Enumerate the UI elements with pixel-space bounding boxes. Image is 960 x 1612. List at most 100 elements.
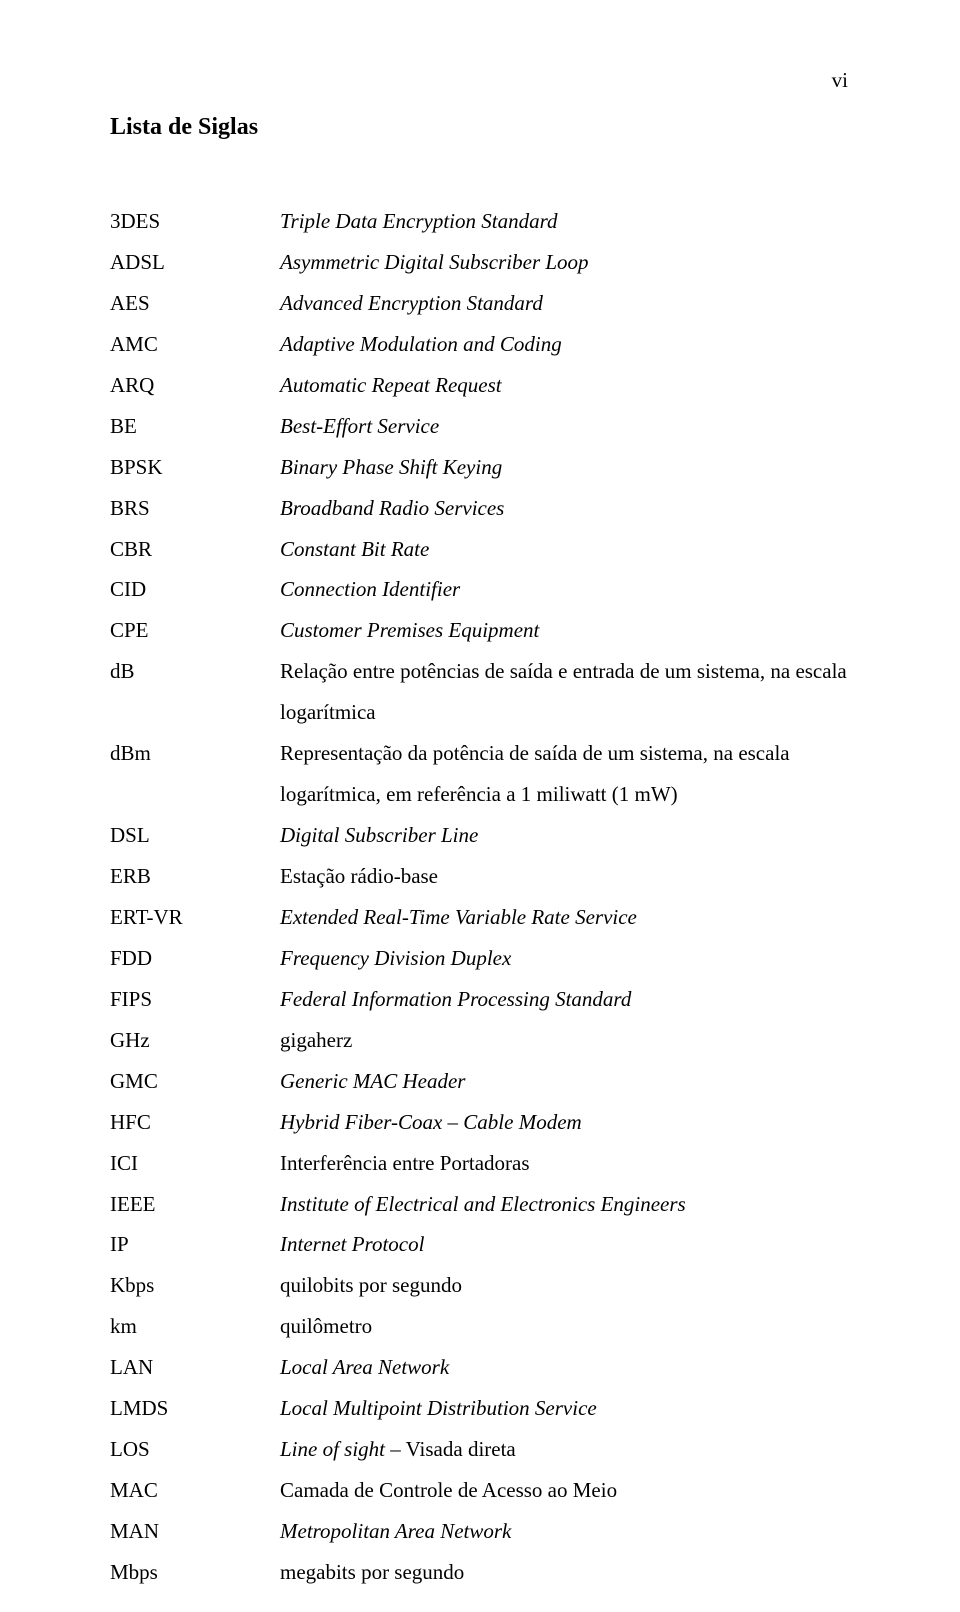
abbrev-term: MAN [110, 1511, 280, 1552]
abbrev-term: GMC [110, 1061, 280, 1102]
abbrev-entry: LOSLine of sight – Visada direta [110, 1429, 850, 1470]
abbrev-definition: Hybrid Fiber-Coax – Cable Modem [280, 1102, 850, 1143]
abbrev-term: IP [110, 1224, 280, 1265]
abbrev-term: CPE [110, 610, 280, 651]
abbrev-definition: Representação da potência de saída de um… [280, 733, 850, 774]
abbrev-term: Kbps [110, 1265, 280, 1306]
abbrev-entry: GMCGeneric MAC Header [110, 1061, 850, 1102]
abbrev-entry: IPInternet Protocol [110, 1224, 850, 1265]
abbrev-entry: Mbpsmegabits por segundo [110, 1552, 850, 1593]
abbrev-term: DSL [110, 815, 280, 856]
abbrev-entry: MACCamada de Controle de Acesso ao Meio [110, 1470, 850, 1511]
abbrev-entry: dBmRepresentação da potência de saída de… [110, 733, 850, 774]
abbrev-definition: Advanced Encryption Standard [280, 283, 850, 324]
abbrev-definition: Camada de Controle de Acesso ao Meio [280, 1470, 850, 1511]
abbrev-entry: ADSLAsymmetric Digital Subscriber Loop [110, 242, 850, 283]
page-number: vi [832, 68, 848, 93]
abbrev-term: CBR [110, 529, 280, 570]
abbrev-definition: Local Area Network [280, 1347, 850, 1388]
abbrev-entry: MANMetropolitan Area Network [110, 1511, 850, 1552]
abbrev-term: CID [110, 569, 280, 610]
abbrev-definition: gigaherz [280, 1020, 850, 1061]
abbrev-term: ERB [110, 856, 280, 897]
abbrev-definition: Federal Information Processing Standard [280, 979, 850, 1020]
abbrev-entry: DSLDigital Subscriber Line [110, 815, 850, 856]
abbrev-term: GHz [110, 1020, 280, 1061]
abbrev-term: ARQ [110, 365, 280, 406]
abbrev-entry: LANLocal Area Network [110, 1347, 850, 1388]
abbrev-entry: LMDSLocal Multipoint Distribution Servic… [110, 1388, 850, 1429]
abbrev-entry: kmquilômetro [110, 1306, 850, 1347]
abbrev-definition: quilômetro [280, 1306, 850, 1347]
abbrev-term: km [110, 1306, 280, 1347]
abbrev-term: ICI [110, 1143, 280, 1184]
abbrev-definition: Digital Subscriber Line [280, 815, 850, 856]
abbrev-term: 3DES [110, 201, 280, 242]
abbrev-definition: Customer Premises Equipment [280, 610, 850, 651]
abbrev-term: dBm [110, 733, 280, 774]
abbrev-entry: Kbpsquilobits por segundo [110, 1265, 850, 1306]
abbrev-definition: Estação rádio-base [280, 856, 850, 897]
abbrev-term: dB [110, 651, 280, 692]
abbrev-definition: Interferência entre Portadoras [280, 1143, 850, 1184]
abbrev-entry: BPSKBinary Phase Shift Keying [110, 447, 850, 488]
abbrev-definition-cont: logarítmica, em referência a 1 miliwatt … [280, 774, 850, 815]
abbrev-term: IEEE [110, 1184, 280, 1225]
abbrev-term: AES [110, 283, 280, 324]
abbrev-entry: dBRelação entre potências de saída e ent… [110, 651, 850, 692]
abbrev-entry: HFCHybrid Fiber-Coax – Cable Modem [110, 1102, 850, 1143]
abbrev-term: FIPS [110, 979, 280, 1020]
abbrev-entry: ARQAutomatic Repeat Request [110, 365, 850, 406]
page-title: Lista de Siglas [110, 114, 850, 141]
abbrev-definition: Automatic Repeat Request [280, 365, 850, 406]
abbrev-definition: Generic MAC Header [280, 1061, 850, 1102]
abbrev-entry: CPECustomer Premises Equipment [110, 610, 850, 651]
abbrev-term: LMDS [110, 1388, 280, 1429]
abbrev-definition: Local Multipoint Distribution Service [280, 1388, 850, 1429]
abbrev-term: FDD [110, 938, 280, 979]
abbrev-term: LAN [110, 1347, 280, 1388]
abbrev-definition: Internet Protocol [280, 1224, 850, 1265]
abbrev-definition: Constant Bit Rate [280, 529, 850, 570]
abbrev-definition: Extended Real-Time Variable Rate Service [280, 897, 850, 938]
abbrev-entry: AESAdvanced Encryption Standard [110, 283, 850, 324]
abbrev-entry: ERT-VRExtended Real-Time Variable Rate S… [110, 897, 850, 938]
abbrev-definition: Connection Identifier [280, 569, 850, 610]
abbrev-term: BPSK [110, 447, 280, 488]
abbrev-entry: BRSBroadband Radio Services [110, 488, 850, 529]
abbrev-entry: CBRConstant Bit Rate [110, 529, 850, 570]
abbrev-definition: Frequency Division Duplex [280, 938, 850, 979]
abbrev-term: MAC [110, 1470, 280, 1511]
abbrev-definition: Best-Effort Service [280, 406, 850, 447]
abbrev-term: ERT-VR [110, 897, 280, 938]
abbrev-entry: FIPSFederal Information Processing Stand… [110, 979, 850, 1020]
abbrev-definition: Relação entre potências de saída e entra… [280, 651, 850, 692]
abbrev-entry: BEBest-Effort Service [110, 406, 850, 447]
abbrev-entry: AMCAdaptive Modulation and Coding [110, 324, 850, 365]
abbrev-term: BE [110, 406, 280, 447]
abbrev-entry: FDDFrequency Division Duplex [110, 938, 850, 979]
abbrev-term: LOS [110, 1429, 280, 1470]
abbrev-term: ADSL [110, 242, 280, 283]
abbrev-term: BRS [110, 488, 280, 529]
abbrev-term: HFC [110, 1102, 280, 1143]
abbrev-entry: CIDConnection Identifier [110, 569, 850, 610]
abbrev-entry: ICIInterferência entre Portadoras [110, 1143, 850, 1184]
abbrev-definition: quilobits por segundo [280, 1265, 850, 1306]
abbrev-term: AMC [110, 324, 280, 365]
abbrev-definition: Adaptive Modulation and Coding [280, 324, 850, 365]
abbrev-entry: 3DESTriple Data Encryption Standard [110, 201, 850, 242]
abbrev-entry: GHzgigaherz [110, 1020, 850, 1061]
abbreviation-list: 3DESTriple Data Encryption StandardADSLA… [110, 201, 850, 1593]
abbrev-definition: Triple Data Encryption Standard [280, 201, 850, 242]
abbrev-definition: Line of sight – Visada direta [280, 1429, 850, 1470]
abbrev-definition: Metropolitan Area Network [280, 1511, 850, 1552]
abbrev-definition: Broadband Radio Services [280, 488, 850, 529]
abbrev-term: Mbps [110, 1552, 280, 1593]
abbrev-definition: Institute of Electrical and Electronics … [280, 1184, 850, 1225]
abbrev-entry: ERBEstação rádio-base [110, 856, 850, 897]
abbrev-definition: megabits por segundo [280, 1552, 850, 1593]
abbrev-entry: IEEEInstitute of Electrical and Electron… [110, 1184, 850, 1225]
abbrev-definition: Binary Phase Shift Keying [280, 447, 850, 488]
abbrev-definition: Asymmetric Digital Subscriber Loop [280, 242, 850, 283]
